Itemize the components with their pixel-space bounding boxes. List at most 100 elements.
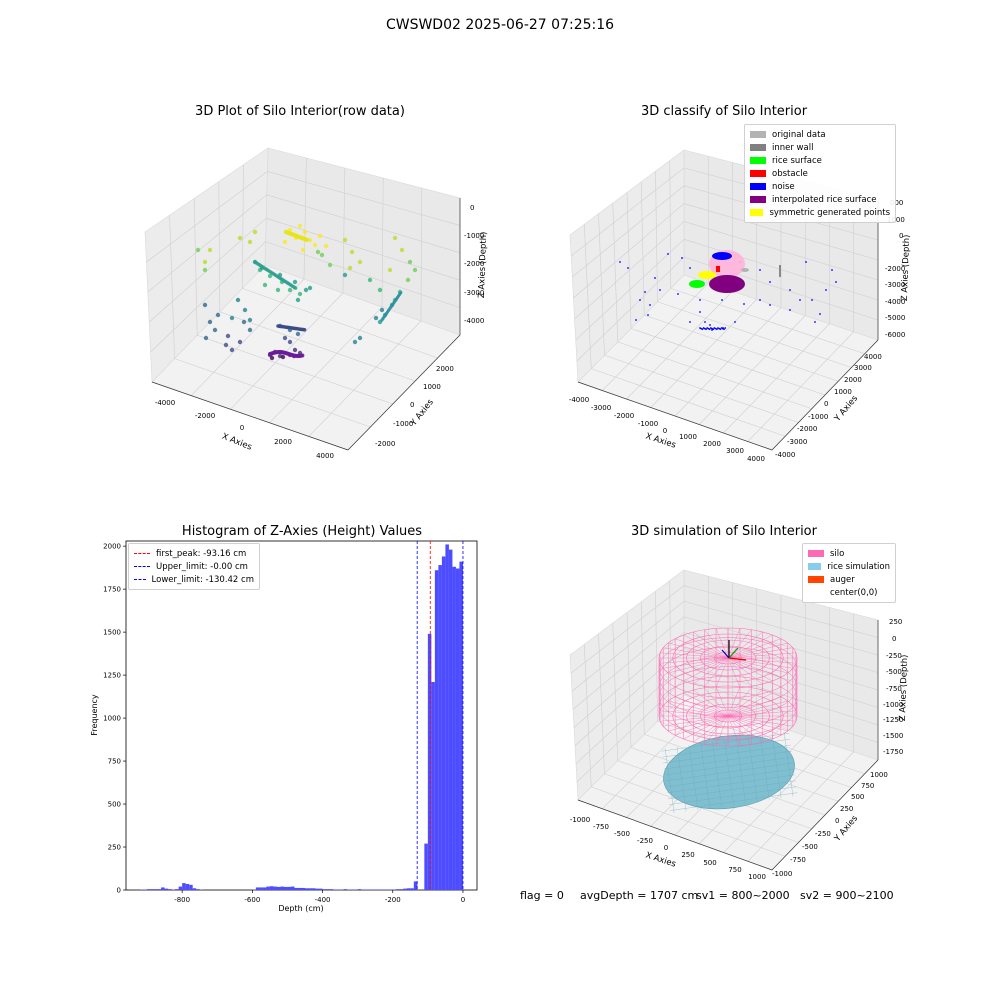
silo-bottom-spoke [727, 687, 752, 717]
noise-point [759, 269, 761, 271]
plot4-title: 3D simulation of Silo Interior [631, 524, 817, 539]
histogram-bar [290, 886, 295, 890]
legend-item-obstacle: obstacle [750, 167, 890, 180]
histogram-bar [269, 886, 274, 890]
silo-top-spoke [693, 631, 729, 659]
noise-point [635, 319, 637, 321]
grid-line [174, 358, 371, 428]
raw-point [307, 237, 313, 243]
flag-text: flag = 0 [520, 889, 564, 902]
rice-mesh-line [676, 746, 687, 812]
raw-point [412, 267, 418, 273]
silo-top-spoke [675, 638, 729, 659]
silo-bottom-spoke [727, 692, 773, 717]
silo-bottom-spoke [663, 705, 729, 717]
plot1-x-tick: -2000 [195, 412, 215, 420]
silo-bottom-spoke [704, 687, 729, 717]
legend-item-noise: noise [750, 180, 890, 193]
rice-mesh-line [736, 738, 746, 804]
figure-title: CWSWD02 2025-06-27 07:25:16 [385, 17, 615, 33]
silo-top-spoke [663, 657, 729, 669]
noise-point [805, 261, 807, 263]
auger-axes [721, 640, 747, 661]
plot2-z-tick: -6000 [885, 331, 905, 339]
plot4-x-tick: -250 [637, 837, 653, 845]
raw-point [247, 327, 253, 333]
silo-bottom-spoke [727, 715, 788, 732]
raw-point [292, 279, 298, 285]
raw-point [229, 315, 235, 321]
silo-bottom-spoke [727, 715, 773, 740]
histogram-bar [357, 889, 362, 890]
grid-line [218, 181, 221, 312]
histogram-bar [343, 889, 348, 890]
grid-line [573, 203, 685, 299]
plot1-y-tick: 2000 [436, 365, 454, 373]
raw-point [347, 265, 353, 271]
silo-top-spoke [663, 647, 729, 659]
legend-line-blue [134, 566, 150, 567]
raw-point [317, 233, 323, 239]
noise-point [704, 321, 706, 323]
histogram-y-label: Frequency [90, 694, 99, 736]
raw-point [392, 235, 398, 241]
plot4-z-tick: -250 [886, 652, 902, 660]
raw-point [282, 239, 288, 245]
plot2-z-tick: 000 [890, 199, 903, 207]
sv2-text: sv2 = 900~2100 [800, 889, 894, 902]
silo-top-spoke [727, 647, 793, 659]
legend-item-silo: silo [808, 547, 890, 560]
plot1-y-tick: -2000 [375, 440, 395, 448]
histogram-bar [371, 889, 376, 890]
raw-point [225, 333, 231, 339]
grid-line [576, 256, 685, 362]
histogram-bar [448, 549, 453, 890]
silo-bottom-spoke [663, 715, 729, 727]
noise-point [759, 299, 761, 301]
histogram-x-ticks: -800 -600 -400 -200 0 [174, 890, 465, 904]
raw-point [207, 319, 213, 325]
grid-line [303, 157, 307, 280]
silo-top-spoke [727, 629, 752, 659]
plot4-x-tick: 1000 [748, 873, 766, 880]
avg-depth-text: avgDepth = 1707 cm [580, 889, 699, 902]
silo-top-spoke [668, 642, 729, 659]
rice-mesh-line [669, 792, 798, 811]
plot1-title: 3D Plot of Silo Interior(row data) [195, 104, 405, 119]
plot2-x-label: X Axies [644, 431, 677, 450]
histogram-bar [150, 889, 155, 890]
silo-top-spoke [675, 657, 729, 678]
silo-bottom-spoke [727, 715, 741, 746]
silo-bottom-spoke [668, 700, 729, 717]
raw-point [247, 317, 253, 323]
plot4-y-tick: -250 [815, 830, 831, 838]
raw-point [297, 291, 303, 297]
rice-mesh-line [664, 756, 793, 776]
grid-line [420, 187, 422, 322]
grid-line [197, 334, 393, 405]
histogram-bar [178, 886, 183, 890]
plot2-x-tick: 4000 [747, 455, 765, 463]
histogram-bar [168, 889, 172, 890]
raw-point [352, 339, 358, 345]
plot2-x-tick: -3000 [591, 404, 611, 412]
plot2-y-tick: -4000 [775, 451, 795, 459]
noise-point [681, 257, 683, 259]
legend-swatch [750, 170, 766, 177]
rice-mesh-line [748, 736, 758, 802]
grid-line [591, 786, 786, 857]
plot4-z-label: Z Axies (Depth) [898, 654, 910, 721]
grid-line [575, 239, 685, 341]
raw-point [303, 287, 309, 293]
raw-point [269, 355, 275, 361]
silo-ring [658, 666, 798, 727]
raw-point [293, 286, 298, 290]
raw-point [241, 319, 247, 325]
plot4-x-ticks: -1000 -750 -500 -250 0 250 500 750 1000 [570, 816, 766, 880]
grid-line [267, 171, 461, 226]
legend-item-lower-limit: Lower_limit: -130.42 cm [134, 573, 254, 586]
raw-point [297, 223, 303, 229]
plot2-z-tick: -3000 [885, 281, 905, 289]
silo-ring [658, 637, 798, 698]
grid-line [572, 616, 685, 710]
